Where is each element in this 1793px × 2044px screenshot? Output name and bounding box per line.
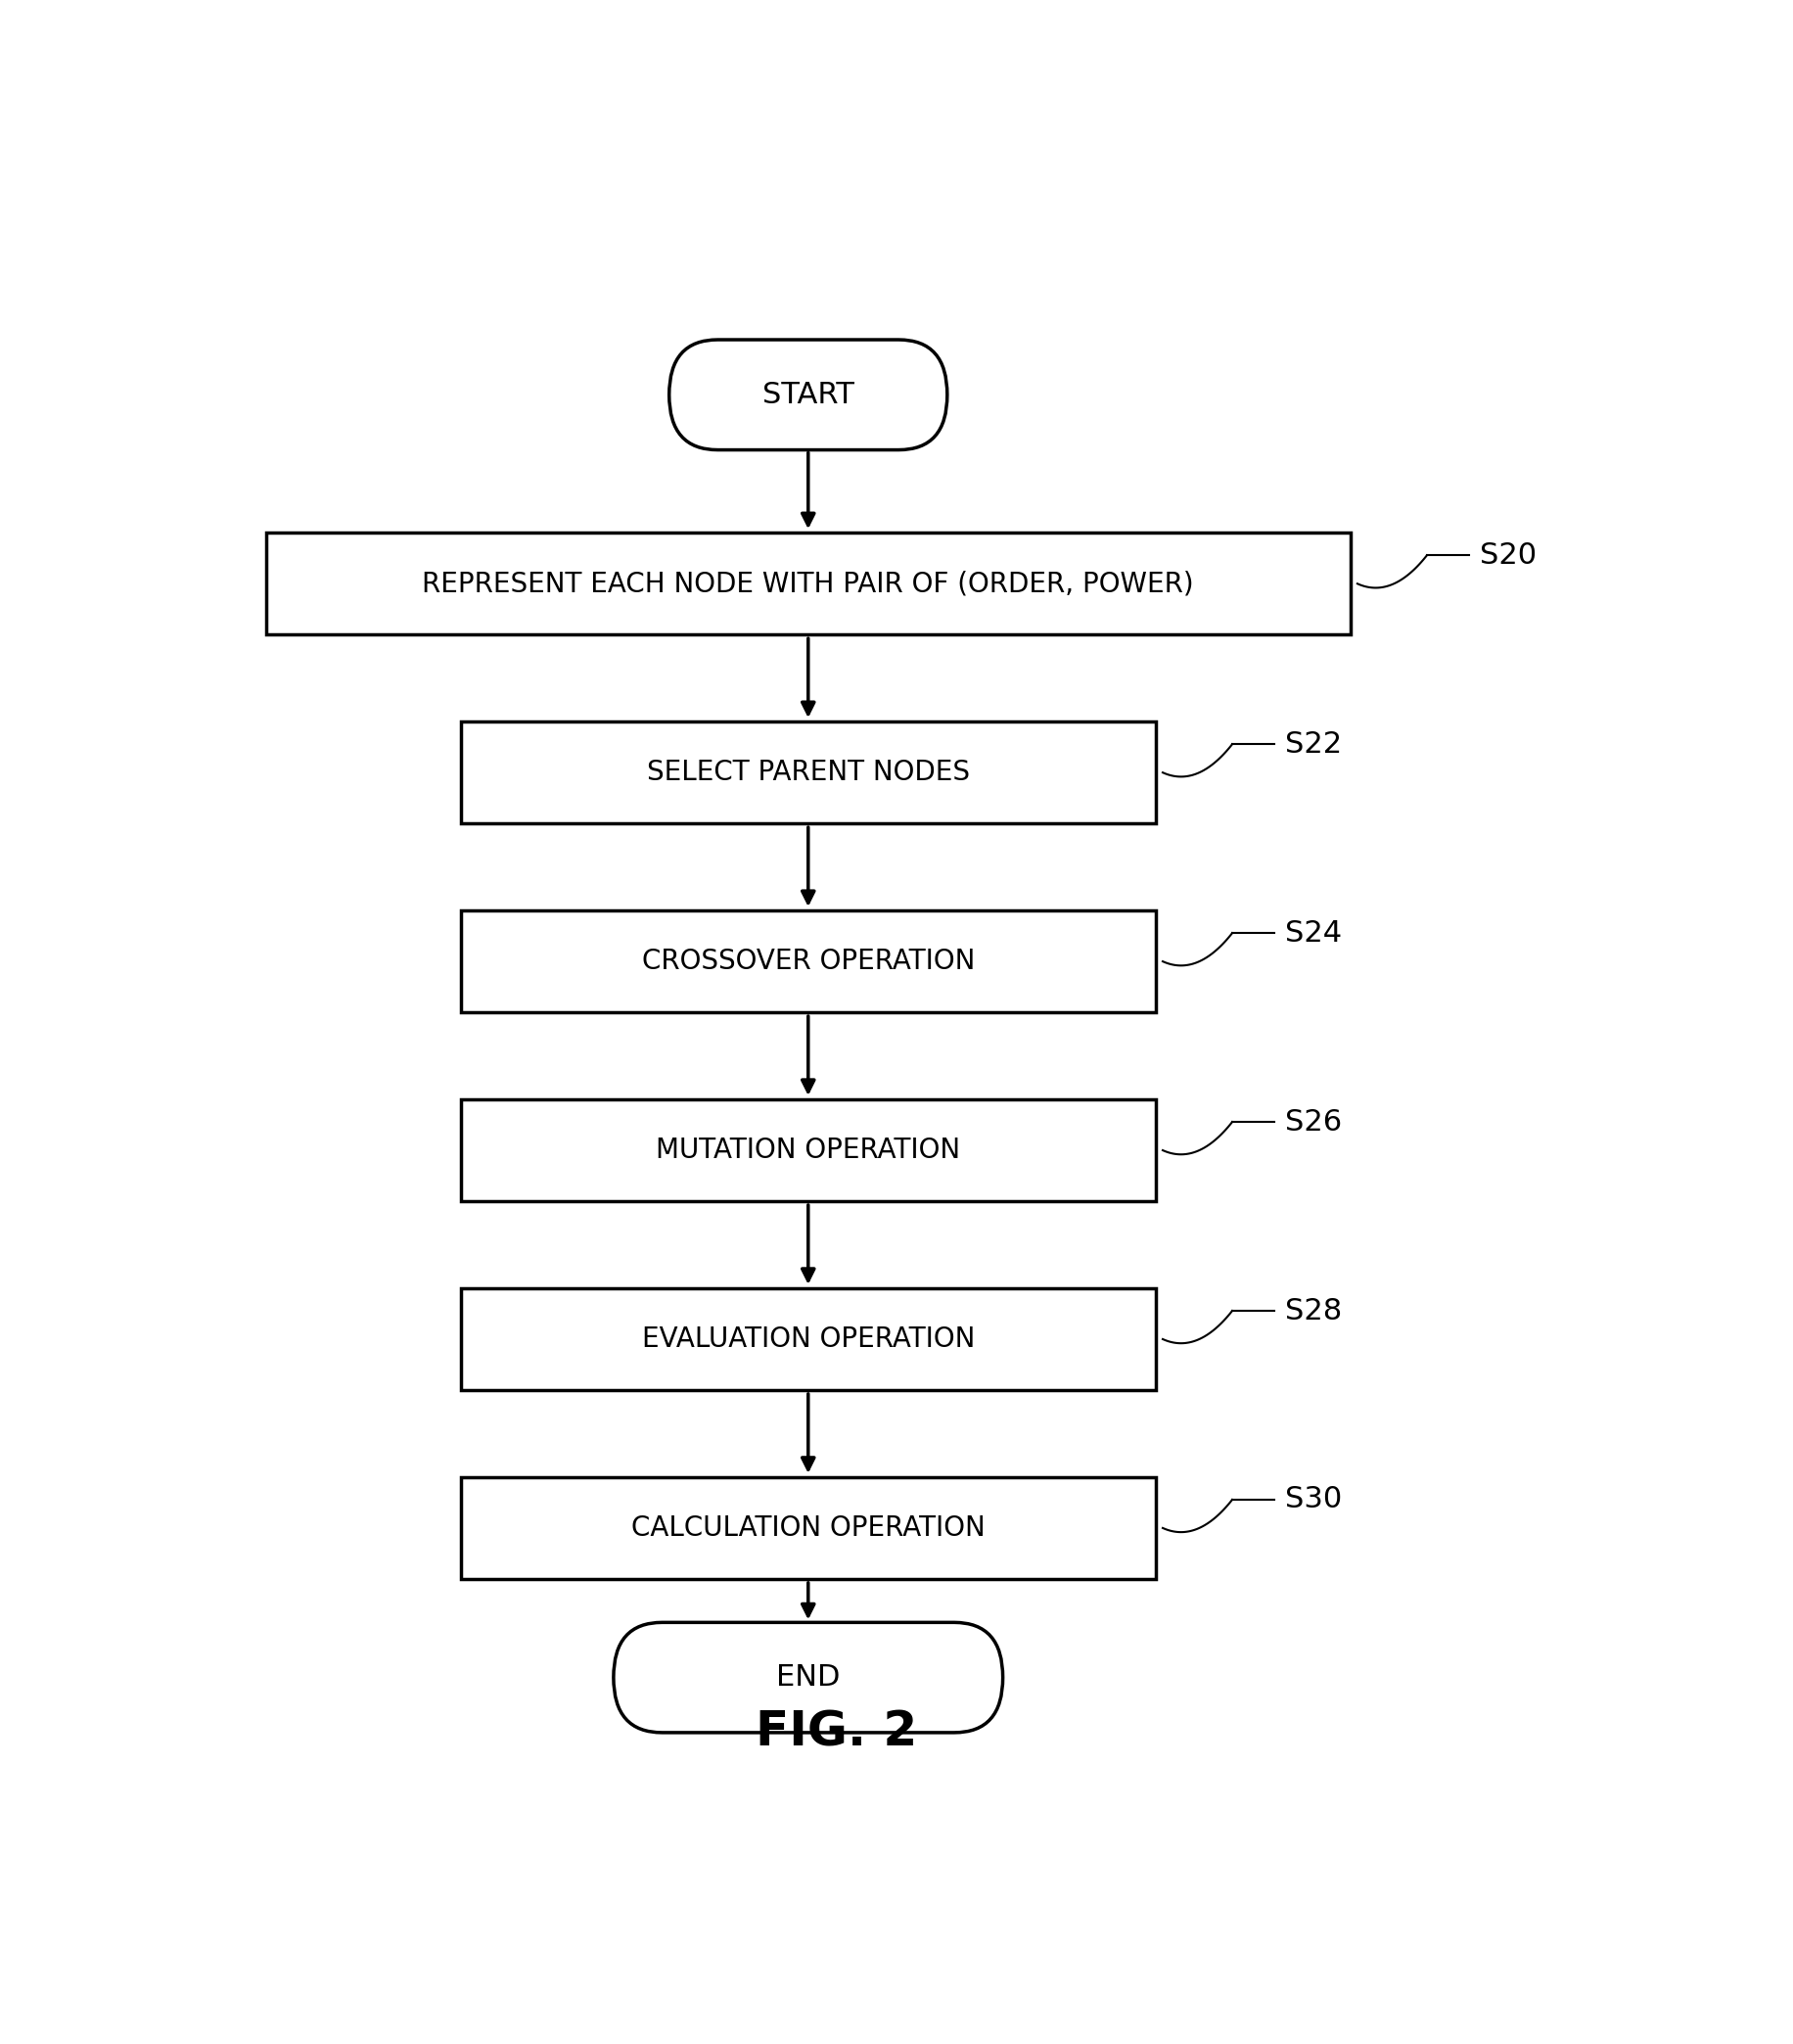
FancyBboxPatch shape: [669, 339, 947, 450]
Text: CROSSOVER OPERATION: CROSSOVER OPERATION: [642, 948, 974, 975]
Bar: [265, 533, 1350, 636]
Text: END: END: [776, 1664, 839, 1692]
Bar: [461, 1100, 1155, 1202]
Text: EVALUATION OPERATION: EVALUATION OPERATION: [642, 1325, 974, 1353]
Text: S30: S30: [1284, 1486, 1341, 1515]
Bar: [461, 1288, 1155, 1390]
Text: START: START: [762, 380, 853, 409]
Text: S24: S24: [1284, 920, 1341, 946]
Bar: [461, 910, 1155, 1012]
Text: REPRESENT EACH NODE WITH PAIR OF (ORDER, POWER): REPRESENT EACH NODE WITH PAIR OF (ORDER,…: [421, 570, 1194, 597]
Bar: [461, 1478, 1155, 1580]
FancyBboxPatch shape: [613, 1623, 1002, 1733]
Text: FIG. 2: FIG. 2: [755, 1709, 916, 1756]
Text: S20: S20: [1479, 542, 1537, 570]
Text: CALCULATION OPERATION: CALCULATION OPERATION: [631, 1515, 984, 1541]
Text: SELECT PARENT NODES: SELECT PARENT NODES: [645, 758, 970, 787]
Text: S26: S26: [1284, 1108, 1341, 1136]
Bar: [461, 722, 1155, 824]
Text: S22: S22: [1284, 730, 1341, 758]
Text: S28: S28: [1284, 1296, 1341, 1325]
Text: MUTATION OPERATION: MUTATION OPERATION: [656, 1136, 959, 1163]
